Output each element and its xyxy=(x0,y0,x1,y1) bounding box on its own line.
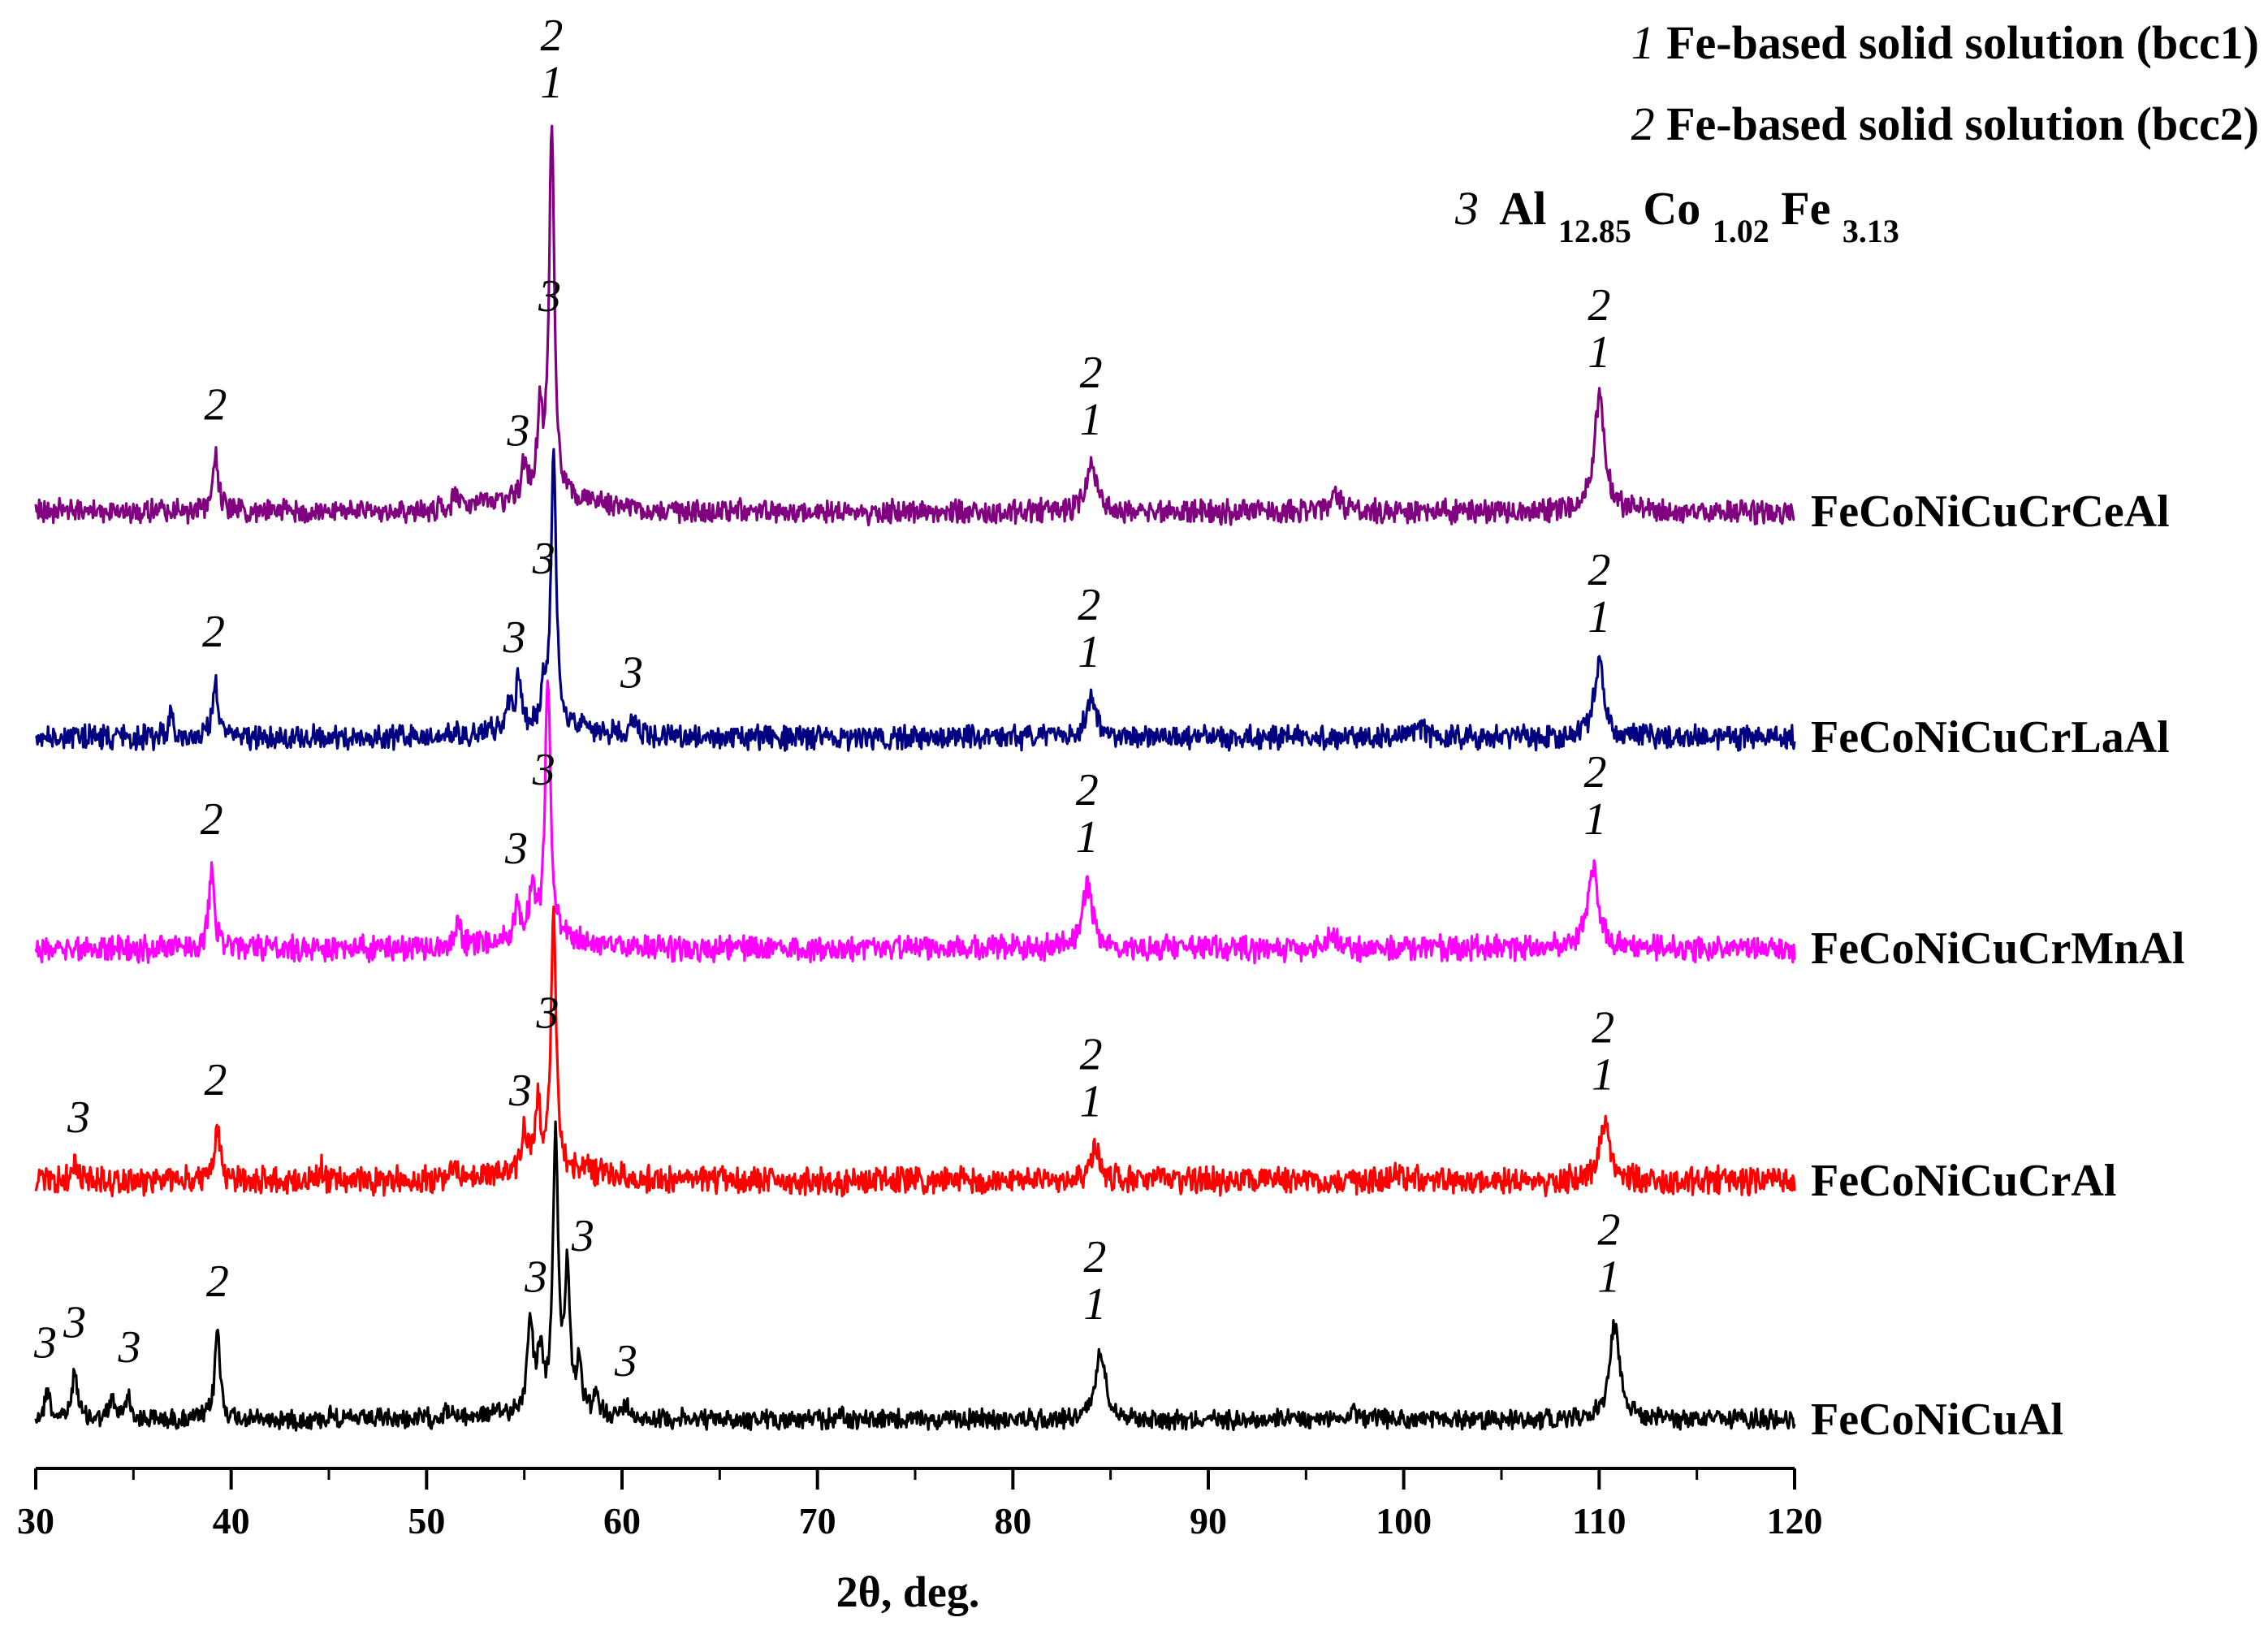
peak-label-feconicucrlaal-5-1: 1 xyxy=(1588,592,1610,642)
peak-label-feconicucral-4-1: 1 xyxy=(1080,1076,1103,1127)
x-tick-label-80: 80 xyxy=(994,1500,1031,1542)
peak-label-feconicucrceal-5-1: 1 xyxy=(1588,327,1610,378)
peak-label-feconicucral-3-0: 3 xyxy=(536,988,559,1039)
x-tick-label-60: 60 xyxy=(603,1500,641,1542)
x-tick-label-110: 110 xyxy=(1572,1500,1626,1542)
peak-label-feconicucrmnal-4-0: 2 xyxy=(1584,747,1607,798)
peak-label-feconicucrmnal-4-1: 1 xyxy=(1584,794,1607,845)
legend-num-3: 3 xyxy=(1454,182,1479,235)
x-ticks: 30 40 50 60 70 80 90 100 110 120 xyxy=(17,1468,1823,1542)
peak-label-feconicucrlaal-0-0: 2 xyxy=(202,607,225,657)
legend-formula-co: Co xyxy=(1643,182,1700,235)
legend-text-2: Fe-based solid solution (bcc2) xyxy=(1666,97,2259,150)
x-tick-label-70: 70 xyxy=(799,1500,836,1542)
peak-label-feconicucrceal-4-0: 2 xyxy=(1080,348,1103,398)
peak-label-feconicucrceal-3-1: 1 xyxy=(540,58,563,108)
legend-entry-3: 3 Al 12.85 Co 1.02 Fe 3.13 xyxy=(1454,182,1899,253)
series-layer xyxy=(34,124,1796,1432)
x-tick-label-100: 100 xyxy=(1376,1500,1432,1542)
legend-entry-1: 1 Fe-based solid solution (bcc1) xyxy=(1631,16,2259,69)
series-line-feconicual xyxy=(34,1120,1796,1432)
peak-label-feconicual-3-0: 2 xyxy=(206,1256,229,1307)
peak-label-feconicual-5-0: 3 xyxy=(571,1211,594,1261)
x-tick-label-90: 90 xyxy=(1190,1500,1227,1542)
peak-label-feconicual-8-0: 2 xyxy=(1597,1204,1620,1255)
series-label-feconicucral: FeCoNiCuCrAl xyxy=(1811,1156,2116,1206)
peak-label-feconicucrlaal-5-0: 2 xyxy=(1588,545,1610,595)
peak-label-feconicucral-1-0: 2 xyxy=(204,1055,227,1105)
legend-num-1: 1 xyxy=(1631,16,1655,69)
peak-label-feconicucrlaal-4-1: 1 xyxy=(1078,627,1100,677)
peak-label-feconicucral-5-0: 2 xyxy=(1592,1002,1614,1053)
x-tick-label-50: 50 xyxy=(408,1500,445,1542)
peak-label-feconicucrceal-5-0: 2 xyxy=(1588,280,1610,331)
peak-label-feconicucral-4-0: 2 xyxy=(1080,1029,1103,1079)
series-line-feconicucral xyxy=(34,905,1796,1198)
series-line-feconicucrceal xyxy=(34,124,1795,527)
series-label-feconicucrceal: FeCoNiCuCrCeAl xyxy=(1811,487,2170,537)
peak-label-feconicucrceal-4-1: 1 xyxy=(1080,395,1103,445)
peak-label-feconicucrmnal-0-0: 2 xyxy=(201,794,223,845)
series-labels: FeCoNiCuAl FeCoNiCuCrAl FeCoNiCuCrMnAl FeCo… xyxy=(1811,487,2184,1445)
peak-label-feconicucrmnal-2-0: 3 xyxy=(532,745,555,795)
peak-label-feconicucral-5-1: 1 xyxy=(1592,1049,1614,1100)
series-label-feconicucrlaal: FeCoNiCuCrLaAl xyxy=(1811,712,2170,763)
legend-entry-2: 2 Fe-based solid solution (bcc2) xyxy=(1631,97,2259,150)
peak-label-feconicucral-2-0: 3 xyxy=(508,1066,532,1116)
peak-label-feconicucrlaal-2-0: 3 xyxy=(532,534,555,584)
peak-label-feconicual-1-0: 3 xyxy=(63,1297,86,1347)
peak-label-feconicucral-0-0: 3 xyxy=(67,1092,90,1143)
peak-label-feconicual-8-1: 1 xyxy=(1597,1252,1620,1302)
peak-label-feconicucrceal-3-0: 2 xyxy=(540,11,563,61)
legend-text-1: Fe-based solid solution (bcc1) xyxy=(1666,16,2259,69)
series-line-feconicucrmnal xyxy=(34,679,1796,965)
x-tick-label-30: 30 xyxy=(17,1500,54,1542)
legend-sub-fe: 3.13 xyxy=(1842,213,1899,249)
x-axis-title: 2θ, deg. xyxy=(836,1568,980,1616)
peak-label-feconicual-7-1: 1 xyxy=(1083,1279,1106,1330)
peak-label-feconicual-6-0: 3 xyxy=(614,1336,637,1386)
x-tick-label-120: 120 xyxy=(1767,1500,1823,1542)
legend: 1 Fe-based solid solution (bcc1) 2 Fe-ba… xyxy=(1454,16,2259,253)
peak-label-feconicucrmnal-1-0: 3 xyxy=(504,824,528,874)
series-label-feconicual: FeCoNiCuAl xyxy=(1811,1395,2063,1445)
peak-label-feconicucrlaal-3-0: 3 xyxy=(620,647,643,698)
peak-label-feconicucrmnal-3-1: 1 xyxy=(1076,812,1099,863)
legend-formula-al: Al xyxy=(1499,182,1546,235)
peak-label-feconicual-7-0: 2 xyxy=(1083,1232,1106,1282)
peak-label-feconicual-0-0: 3 xyxy=(33,1318,57,1369)
peak-label-feconicual-4-0: 3 xyxy=(524,1252,547,1302)
peak-label-feconicucrceal-0-0: 2 xyxy=(204,379,227,430)
peak-label-feconicucrmnal-3-0: 2 xyxy=(1076,765,1099,815)
peak-label-feconicual-2-0: 3 xyxy=(118,1322,141,1373)
peak-label-feconicucrceal-1-0: 3 xyxy=(506,406,529,456)
peak-label-feconicucrlaal-1-0: 3 xyxy=(503,612,526,663)
series-line-feconicucrlaal xyxy=(34,448,1796,752)
legend-num-2: 2 xyxy=(1631,97,1655,150)
legend-sub-al: 12.85 xyxy=(1558,213,1631,249)
legend-formula-fe: Fe xyxy=(1781,182,1830,235)
peak-label-feconicucrlaal-4-0: 2 xyxy=(1078,580,1100,630)
legend-sub-co: 1.02 xyxy=(1713,213,1769,249)
peak-label-feconicucrceal-2-0: 3 xyxy=(538,271,561,322)
x-tick-label-40: 40 xyxy=(213,1500,250,1542)
series-label-feconicucrmnal: FeCoNiCuCrMnAl xyxy=(1811,923,2184,974)
